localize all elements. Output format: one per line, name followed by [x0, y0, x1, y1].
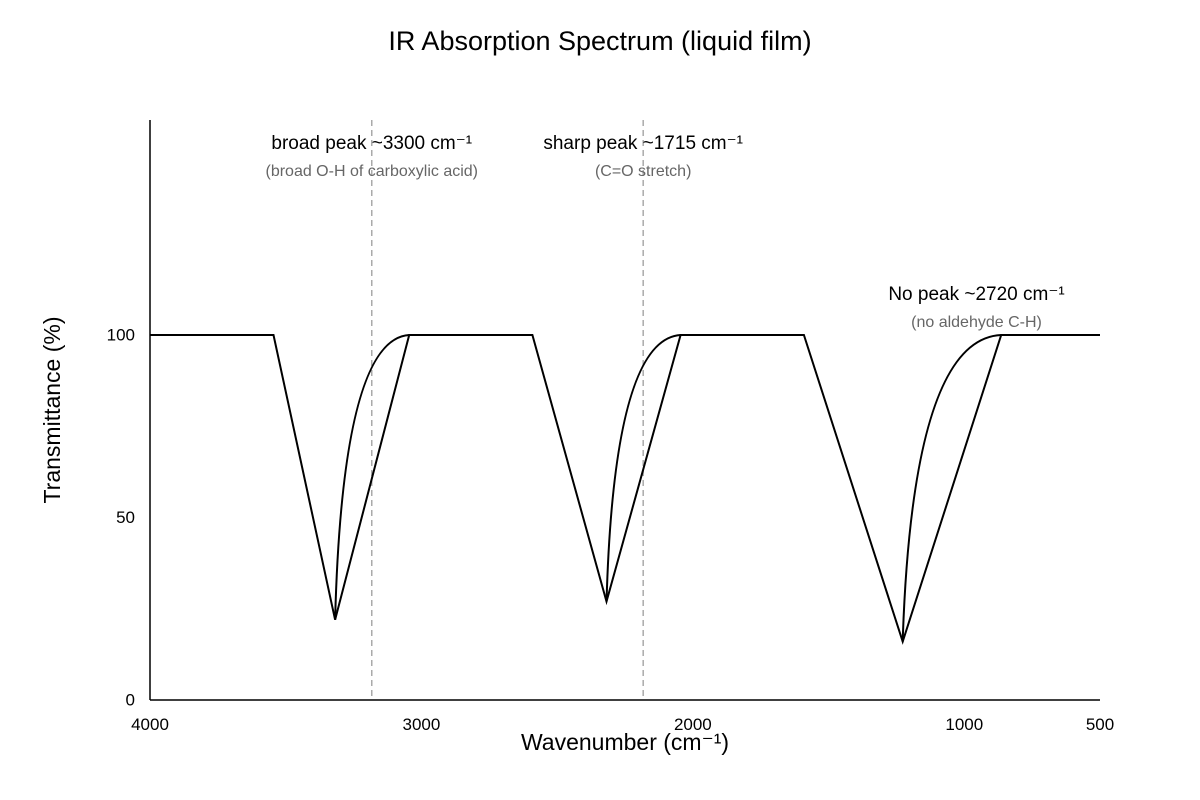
x-axis-label: Wavenumber (cm⁻¹): [521, 729, 729, 755]
annotation-sublabel-1: (broad O-H of carboxylic acid): [265, 163, 478, 180]
x-tick-label: 4000: [131, 715, 169, 734]
annotation-sublabel-2: (C=O stretch): [595, 163, 691, 180]
annotation-label-2: sharp peak ~1715 cm⁻¹: [543, 133, 743, 154]
peak-curve-3: [901, 334, 1002, 642]
x-tick-label: 1000: [945, 715, 983, 734]
annotation-label-3: No peak ~2720 cm⁻¹: [888, 284, 1064, 305]
y-tick-label: 0: [126, 690, 135, 709]
annotation-sublabel-3: (no aldehyde C-H): [911, 314, 1042, 331]
peak-curve-1: [334, 334, 410, 620]
y-tick-label: 50: [116, 508, 135, 527]
x-tick-label: 500: [1086, 715, 1114, 734]
x-tick-label: 2000: [674, 715, 712, 734]
annotations: broad peak ~3300 cm⁻¹ (broad O-H of carbo…: [265, 133, 1064, 331]
x-tick-label: 3000: [403, 715, 441, 734]
chart-title: IR Absorption Spectrum (liquid film): [388, 26, 811, 56]
y-axis-label: Transmittance (%): [39, 316, 65, 503]
spectrum-line-1: [150, 334, 1100, 645]
plot-area: [150, 120, 1100, 700]
peak-curve-2: [605, 334, 681, 602]
y-tick-label: 100: [107, 325, 135, 344]
annotation-label-1: broad peak ~3300 cm⁻¹: [271, 133, 472, 154]
